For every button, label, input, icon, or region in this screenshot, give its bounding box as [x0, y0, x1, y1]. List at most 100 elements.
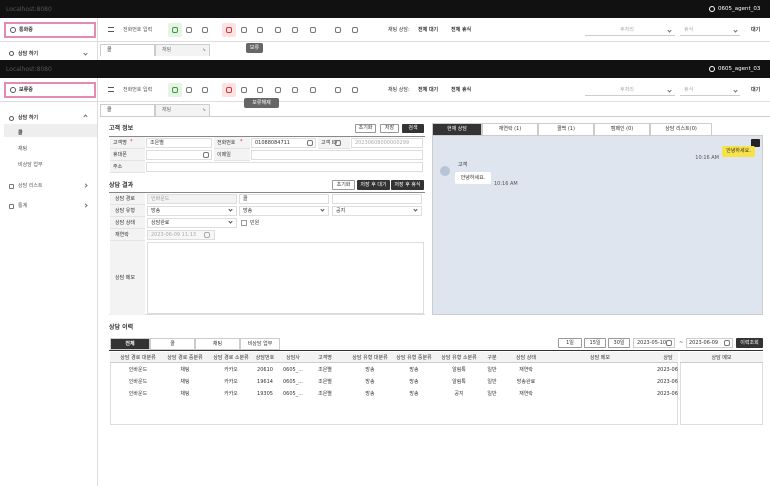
form-input[interactable]	[251, 138, 316, 148]
history-tab-label[interactable]: 콜	[170, 340, 175, 347]
chat-tab[interactable]	[650, 123, 712, 136]
button[interactable]	[380, 124, 399, 133]
icon[interactable]	[226, 87, 232, 93]
icon[interactable]	[335, 140, 341, 146]
chat-rest[interactable]: 전체 휴식	[451, 27, 472, 33]
form-input[interactable]	[351, 138, 423, 148]
chat-tab[interactable]	[594, 123, 650, 136]
history-tab[interactable]	[110, 338, 150, 350]
icon[interactable]	[241, 87, 247, 93]
tab[interactable]	[100, 44, 155, 56]
history-tab[interactable]	[150, 338, 195, 350]
phone-input[interactable]: 전화번호 입력	[123, 27, 153, 33]
icon[interactable]	[257, 27, 263, 33]
tab-label[interactable]: 콜	[107, 47, 112, 53]
form-input[interactable]	[146, 138, 212, 148]
menu-icon[interactable]	[108, 27, 114, 32]
icon[interactable]	[335, 27, 341, 33]
search-button[interactable]	[736, 338, 763, 348]
icon[interactable]	[241, 27, 247, 33]
icon[interactable]	[292, 87, 298, 93]
tab-label[interactable]: 채팅	[162, 107, 172, 113]
chat-action[interactable]	[751, 139, 760, 147]
tab[interactable]	[100, 104, 155, 116]
chat-tab-label[interactable]: 상담 리스트(0)	[665, 126, 697, 132]
chat-tab[interactable]	[538, 123, 594, 136]
select[interactable]	[239, 206, 329, 216]
select[interactable]	[147, 206, 237, 216]
chat-tab[interactable]	[482, 123, 538, 136]
sidebar-group[interactable]: 통계	[18, 203, 28, 209]
select[interactable]	[239, 194, 329, 204]
tab[interactable]	[155, 104, 210, 116]
form-input[interactable]	[146, 150, 212, 160]
chat-tab[interactable]	[432, 123, 482, 136]
range-button[interactable]	[608, 338, 630, 348]
chat-rest[interactable]: 전체 휴식	[451, 87, 472, 93]
icon[interactable]	[186, 27, 192, 33]
chat-tab-label[interactable]: 캠페인 (0)	[610, 126, 634, 132]
chat-tab-label[interactable]: 콜백 (1)	[557, 126, 575, 132]
chat-tab-label[interactable]: 현재 상담	[447, 126, 467, 132]
date-input[interactable]	[686, 338, 733, 348]
tab[interactable]	[155, 44, 210, 56]
select[interactable]	[332, 194, 422, 204]
hold-btn[interactable]	[222, 83, 236, 97]
icon[interactable]	[172, 87, 178, 93]
icon[interactable]	[203, 152, 209, 158]
icon[interactable]	[226, 27, 232, 33]
icon[interactable]	[352, 27, 358, 33]
sidebar-item[interactable]: 콜	[18, 130, 23, 136]
icon[interactable]	[202, 87, 208, 93]
icon[interactable]	[310, 27, 316, 33]
date-input[interactable]	[633, 338, 675, 348]
sidebar-group[interactable]: 상담 리스트	[18, 183, 43, 189]
icon[interactable]	[275, 27, 281, 33]
icon[interactable]	[310, 87, 316, 93]
icon[interactable]	[307, 140, 313, 146]
form-input[interactable]	[251, 150, 423, 160]
icon[interactable]	[202, 27, 208, 33]
select[interactable]	[147, 218, 237, 228]
select-2[interactable]	[680, 84, 740, 96]
icon[interactable]	[666, 340, 672, 346]
chat-wait[interactable]: 전체 대기	[418, 87, 439, 93]
tab-label[interactable]: 채팅	[162, 47, 172, 53]
select[interactable]	[332, 206, 422, 216]
call-btn[interactable]	[168, 23, 182, 37]
hold-btn[interactable]	[222, 23, 236, 37]
form-input[interactable]	[146, 162, 423, 172]
history-tab[interactable]	[195, 338, 240, 350]
call-btn[interactable]	[168, 83, 182, 97]
chat-wait[interactable]: 전체 대기	[418, 27, 439, 33]
icon[interactable]	[186, 87, 192, 93]
checkbox[interactable]	[241, 220, 247, 226]
sidebar-item[interactable]: 채팅	[18, 146, 28, 152]
button[interactable]	[357, 180, 390, 190]
icon[interactable]	[257, 87, 263, 93]
history-tab-label[interactable]: 전체	[125, 340, 135, 347]
select-2[interactable]	[680, 24, 740, 36]
sidebar-section[interactable]: 상담 하기	[18, 115, 39, 121]
phone-input[interactable]: 전화번호 입력	[123, 87, 153, 93]
sidebar-item[interactable]: 비상담 업무	[18, 162, 43, 168]
icon[interactable]	[724, 340, 730, 346]
chat-tab-label[interactable]: 재연락 (1)	[498, 126, 522, 132]
date-input[interactable]	[147, 230, 215, 240]
icon[interactable]	[204, 232, 210, 238]
select-1[interactable]	[585, 24, 675, 36]
history-tab-label[interactable]: 비상담 업무	[247, 340, 273, 347]
icon[interactable]	[172, 27, 178, 33]
range-button[interactable]	[558, 338, 582, 348]
button[interactable]	[355, 124, 376, 133]
range-button[interactable]	[584, 338, 606, 348]
button[interactable]	[332, 180, 355, 190]
tab-label[interactable]: 콜	[107, 107, 112, 113]
icon[interactable]	[292, 27, 298, 33]
select-1[interactable]	[585, 84, 675, 96]
menu-icon[interactable]	[108, 87, 114, 92]
select[interactable]	[147, 194, 237, 204]
icon[interactable]	[335, 87, 341, 93]
history-tab-label[interactable]: 채팅	[212, 340, 223, 347]
button[interactable]	[402, 124, 424, 133]
